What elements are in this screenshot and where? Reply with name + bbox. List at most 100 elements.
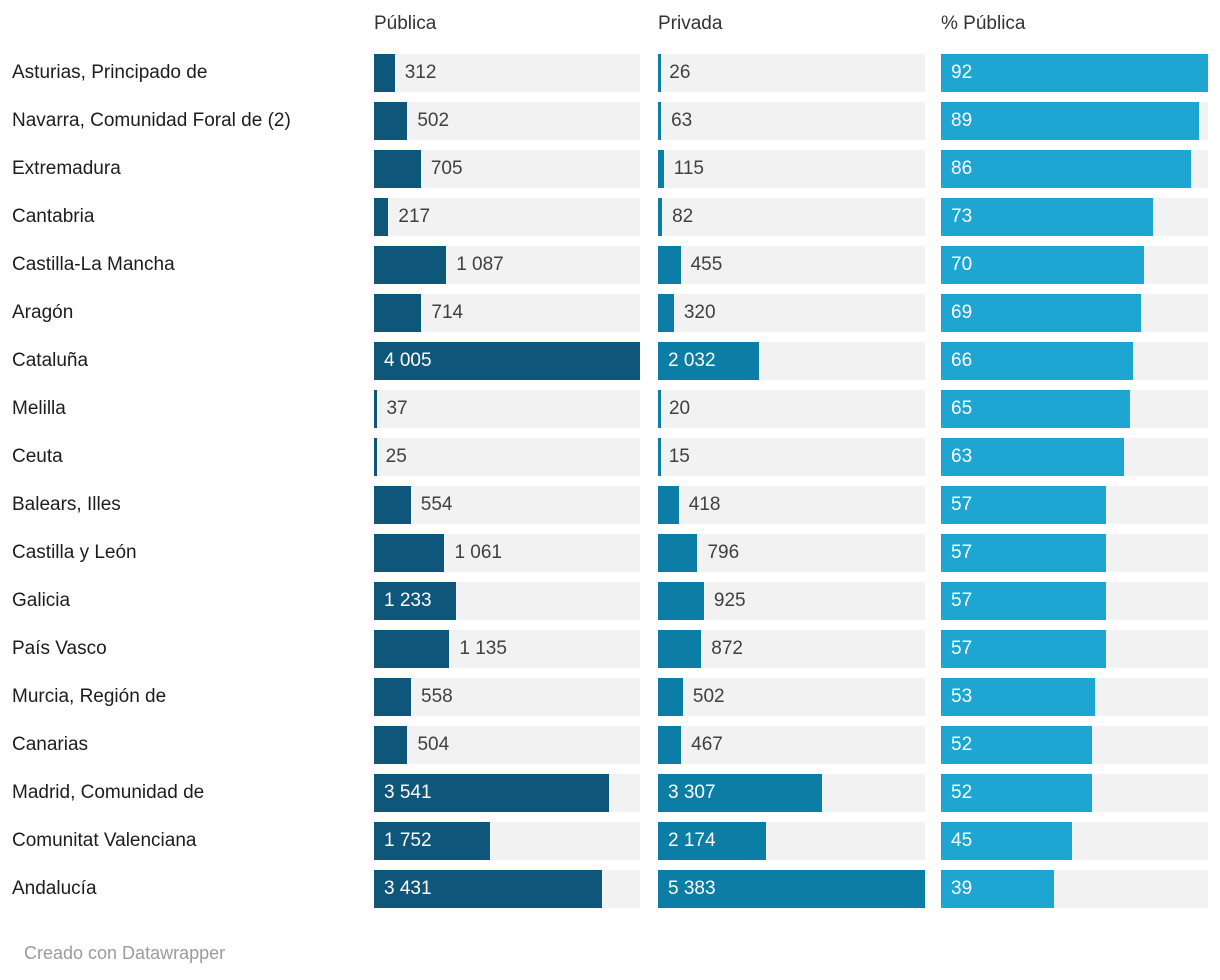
bar-track: 796 — [658, 534, 925, 572]
bar-value-label: 1 233 — [384, 590, 432, 611]
bar — [658, 630, 702, 668]
table-row: Comunitat Valenciana 1 752 2 174 45 — [12, 817, 1208, 865]
bar-track: 320 — [658, 294, 925, 332]
bar-track: 63 — [658, 102, 925, 140]
bar-track: 455 — [658, 246, 925, 284]
row-label: Balears, Illes — [12, 494, 121, 515]
bar-track: 714 — [374, 294, 640, 332]
bar — [658, 54, 661, 92]
bar — [941, 630, 1107, 668]
bar-value-label: 20 — [668, 398, 691, 419]
bar-value-label: 1 135 — [459, 638, 507, 659]
bar-track: 86 — [941, 150, 1208, 188]
bar-value-label: 25 — [385, 446, 407, 467]
bar-value-label: 1 752 — [384, 830, 432, 851]
bar-track: 502 — [374, 102, 640, 140]
bar-track: 558 — [374, 678, 640, 716]
bar-track: 115 — [658, 150, 925, 188]
bar — [374, 534, 445, 572]
bar — [658, 870, 925, 908]
bar-value-label: 73 — [951, 206, 973, 227]
bar — [658, 102, 662, 140]
bar-track: 25 — [374, 438, 640, 476]
bar — [941, 390, 1130, 428]
bar-value-label: 37 — [386, 398, 408, 419]
bar — [941, 534, 1107, 572]
column-header-pct-publica: % Pública — [941, 13, 1026, 34]
bar-track: 925 — [658, 582, 925, 620]
bar-value-label: 53 — [951, 686, 973, 707]
bar-value-label: 69 — [951, 302, 973, 323]
bar-value-label: 57 — [951, 638, 973, 659]
bar — [374, 198, 389, 236]
bar-value-label: 554 — [420, 494, 453, 515]
bar-value-label: 3 541 — [384, 782, 432, 803]
bar-track: 3 431 — [374, 870, 640, 908]
bar-value-label: 925 — [713, 590, 746, 611]
bar-value-label: 217 — [398, 206, 431, 227]
row-label: Cataluña — [12, 350, 89, 371]
bar — [658, 726, 682, 764]
bar-value-label: 418 — [688, 494, 721, 515]
attribution-footer: Creado con Datawrapper — [24, 943, 1208, 964]
table-row: Galicia 1 233 925 57 — [12, 577, 1208, 625]
bar — [941, 342, 1133, 380]
bar — [941, 150, 1191, 188]
bar-value-label: 1 087 — [456, 254, 504, 275]
table-row: Canarias 504 467 52 — [12, 721, 1208, 769]
bar-track: 69 — [941, 294, 1208, 332]
table-row: Madrid, Comunidad de 3 541 3 307 52 — [12, 769, 1208, 817]
table-row: Balears, Illes 554 418 57 — [12, 481, 1208, 529]
bar — [658, 150, 664, 188]
table-row: Castilla y León 1 061 796 57 — [12, 529, 1208, 577]
bar — [374, 726, 408, 764]
bar-track: 63 — [941, 438, 1208, 476]
bar-track: 57 — [941, 486, 1208, 524]
bar-value-label: 26 — [669, 62, 691, 83]
bar-value-label: 455 — [690, 254, 723, 275]
bar — [941, 54, 1208, 92]
bar — [658, 822, 766, 860]
bar-track: 66 — [941, 342, 1208, 380]
bar-value-label: 312 — [404, 62, 437, 83]
row-label: Melilla — [12, 398, 66, 419]
bar — [374, 486, 411, 524]
bar-track: 1 233 — [374, 582, 640, 620]
bar-value-label: 86 — [951, 158, 973, 179]
bar — [658, 678, 683, 716]
table-row: País Vasco 1 135 872 57 — [12, 625, 1208, 673]
bar-value-label: 705 — [430, 158, 463, 179]
bar-value-label: 558 — [421, 686, 453, 707]
row-label: Comunitat Valenciana — [12, 830, 197, 851]
bar-track: 73 — [941, 198, 1208, 236]
bar-value-label: 92 — [951, 62, 973, 83]
table-row: Cataluña 4 005 2 032 66 — [12, 337, 1208, 385]
datawrapper-attribution-link[interactable]: Creado con Datawrapper — [24, 943, 226, 963]
row-label: Madrid, Comunidad de — [12, 782, 205, 803]
row-label: Aragón — [12, 302, 74, 323]
table-row: Andalucía 3 431 5 383 39 — [12, 865, 1208, 913]
row-label: Andalucía — [12, 878, 97, 899]
row-label: Castilla-La Mancha — [12, 254, 175, 275]
bar-value-label: 714 — [431, 302, 464, 323]
bar — [941, 678, 1095, 716]
bar-value-label: 89 — [951, 110, 973, 131]
bar — [941, 822, 1072, 860]
row-label: Navarra, Comunidad Foral de (2) — [12, 110, 291, 131]
bar-value-label: 502 — [417, 110, 450, 131]
bar — [658, 246, 681, 284]
bar-value-label: 66 — [951, 350, 973, 371]
bar-track: 312 — [374, 54, 640, 92]
bar-track: 92 — [941, 54, 1208, 92]
bar-value-label: 57 — [951, 542, 973, 563]
row-label: Canarias — [12, 734, 89, 755]
bar — [374, 246, 447, 284]
bar-value-label: 2 032 — [668, 350, 716, 371]
bar — [374, 150, 421, 188]
bar-track: 65 — [941, 390, 1208, 428]
bar-track: 2 032 — [658, 342, 925, 380]
bar — [374, 870, 602, 908]
bar — [374, 678, 412, 716]
bar — [374, 54, 395, 92]
